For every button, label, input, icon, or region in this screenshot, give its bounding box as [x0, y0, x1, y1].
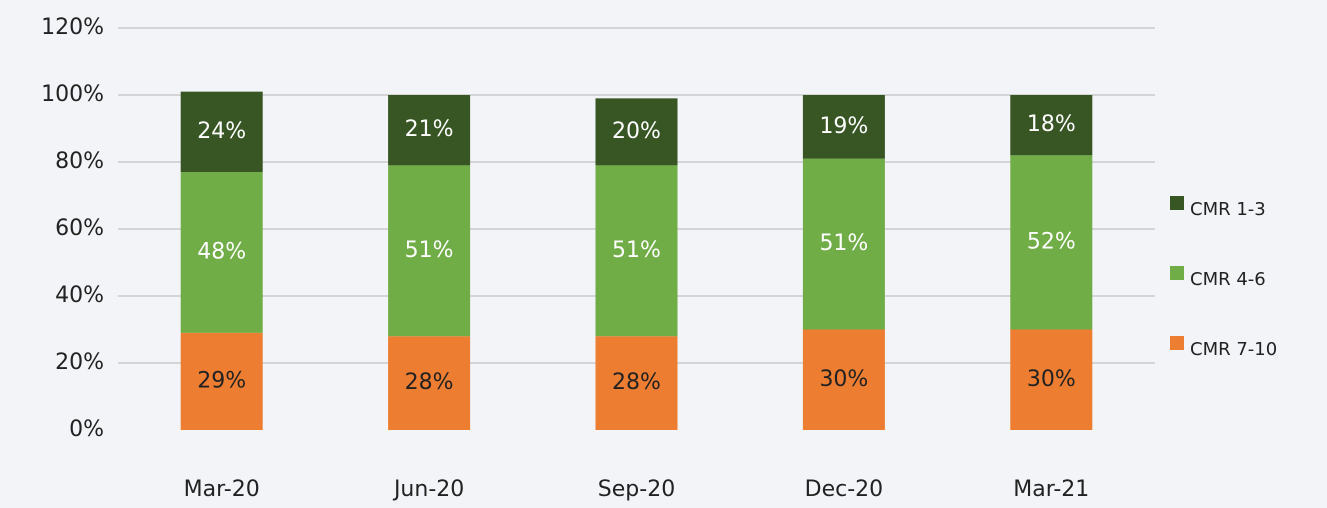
y-tick-label: 20%	[55, 350, 104, 375]
bar-segment	[180, 91, 263, 173]
bar-segment	[595, 98, 678, 166]
data-label: 24%	[197, 119, 246, 144]
bar-segment	[180, 172, 263, 333]
bar-segment	[1010, 95, 1093, 156]
data-label: 19%	[819, 114, 868, 139]
bar-segment	[802, 95, 885, 159]
data-label: 21%	[405, 117, 454, 142]
legend-label: CMR 7-10	[1190, 339, 1277, 360]
legend-swatch	[1170, 336, 1184, 350]
bar-segment	[1010, 155, 1093, 330]
bar-segment	[388, 336, 471, 430]
data-label: 28%	[405, 370, 454, 395]
bar-segment	[388, 95, 471, 166]
data-label: 30%	[819, 367, 868, 392]
y-tick-label: 40%	[55, 283, 104, 308]
data-label: 48%	[197, 239, 246, 264]
data-label: 29%	[197, 368, 246, 393]
data-label: 51%	[819, 231, 868, 256]
y-tick-label: 120%	[41, 15, 104, 40]
y-tick-label: 100%	[41, 82, 104, 107]
data-label: 20%	[612, 119, 661, 144]
bar-segment	[388, 165, 471, 337]
x-tick-label: Mar-20	[184, 477, 260, 502]
x-tick-label: Mar-21	[1013, 477, 1089, 502]
x-tick-label: Jun-20	[392, 477, 464, 502]
bar-segment	[595, 336, 678, 430]
data-label: 28%	[612, 370, 661, 395]
data-label: 51%	[612, 238, 661, 263]
data-label: 18%	[1027, 112, 1076, 137]
y-tick-label: 60%	[55, 216, 104, 241]
legend-swatch	[1170, 196, 1184, 210]
data-label: 52%	[1027, 229, 1076, 254]
bar-segment	[180, 332, 263, 430]
y-tick-label: 80%	[55, 149, 104, 174]
bar-segment	[802, 329, 885, 430]
x-tick-label: Dec-20	[805, 477, 884, 502]
legend-label: CMR 1-3	[1190, 199, 1266, 220]
bar-segment	[802, 158, 885, 330]
y-tick-label: 0%	[69, 417, 104, 442]
data-label: 30%	[1027, 367, 1076, 392]
bar-segment	[1010, 329, 1093, 430]
x-tick-label: Sep-20	[598, 477, 675, 502]
bar-segment	[595, 165, 678, 337]
legend-label: CMR 4-6	[1190, 269, 1266, 290]
data-label: 51%	[405, 238, 454, 263]
legend-swatch	[1170, 266, 1184, 280]
